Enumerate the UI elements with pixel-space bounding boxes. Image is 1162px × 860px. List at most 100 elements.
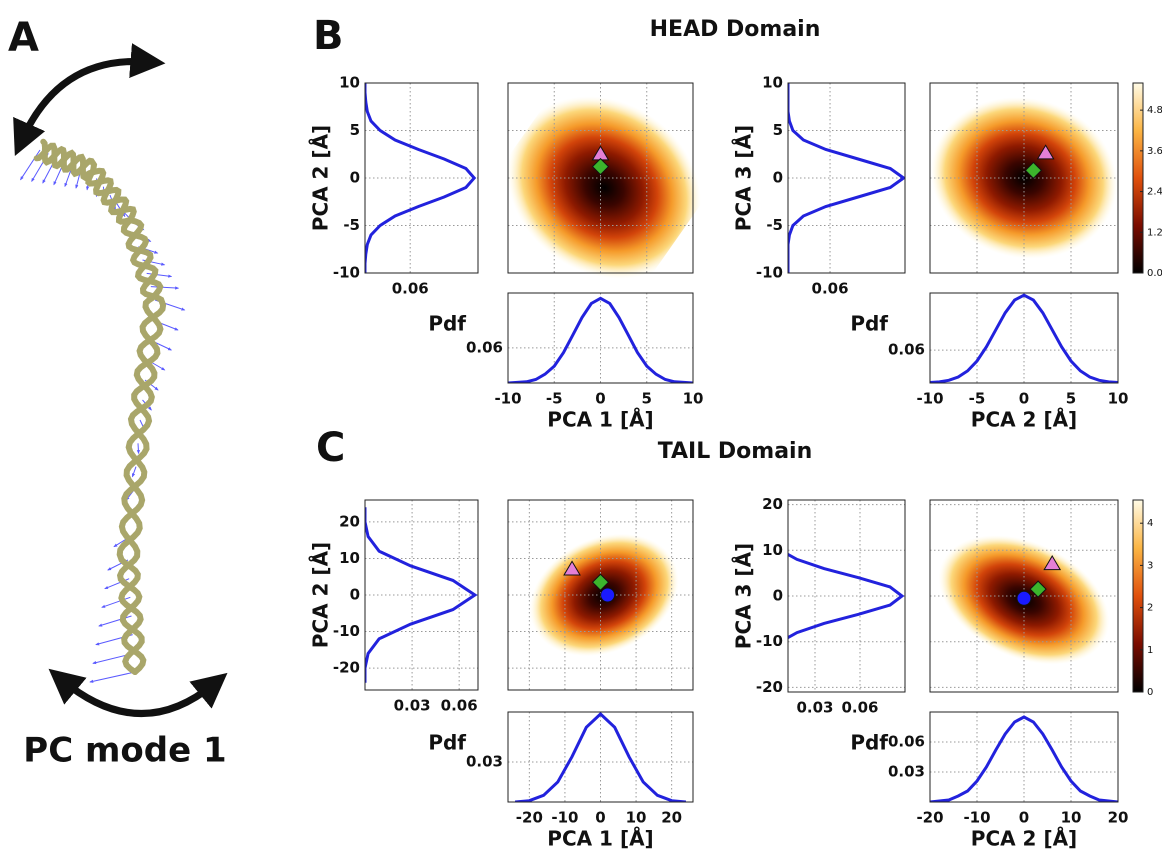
- panel-label: C: [316, 425, 345, 471]
- subplot: [508, 500, 699, 690]
- subplot: [913, 77, 1136, 280]
- colorbar-tick-label: 0: [1147, 687, 1153, 698]
- colorbar-tick-label: 1: [1147, 645, 1153, 656]
- y-axis-label: Pdf: [428, 731, 466, 755]
- x-tick-label: 0: [1019, 390, 1029, 408]
- y-tick-label: -20: [756, 678, 783, 696]
- x-tick-label: -10: [963, 809, 990, 827]
- motion-vector: [151, 287, 179, 288]
- y-axis-label: PCA 3 [Å]: [732, 125, 756, 231]
- colorbar: [1133, 500, 1143, 692]
- x-tick-label: 10: [626, 809, 647, 827]
- x-tick-label: 0.03: [796, 699, 833, 717]
- subplot: [472, 59, 737, 316]
- colorbar-tick-label: 3.6: [1147, 146, 1162, 157]
- colorbar-tick-label: 0.0: [1147, 268, 1162, 279]
- colorbar-tick-label: 4.8: [1147, 105, 1162, 116]
- y-tick-label: -10: [333, 622, 360, 640]
- y-tick-label: 5: [350, 121, 360, 139]
- y-tick-label: 0: [773, 169, 783, 187]
- x-tick-label: 10: [1108, 390, 1129, 408]
- frame: [788, 83, 905, 273]
- colorbar-tick-label: 3: [1147, 560, 1153, 571]
- x-tick-label: 5: [642, 390, 652, 408]
- y-tick-label: 0.06: [888, 341, 925, 359]
- panel-label: B: [313, 13, 344, 59]
- y-tick-label: 10: [339, 74, 360, 92]
- colorbar: [1133, 83, 1143, 273]
- x-tick-label: 0.06: [392, 280, 429, 298]
- x-tick-label: 20: [1108, 809, 1129, 827]
- x-axis-label: PCA 1 [Å]: [547, 408, 653, 432]
- y-tick-label: 10: [762, 541, 783, 559]
- subplot: 0.03 0.06 20 10 0 -10 -20 PCA 3 [Å]: [732, 495, 906, 716]
- x-axis-label: PCA 2 [Å]: [971, 408, 1077, 432]
- y-tick-label: -20: [333, 659, 360, 677]
- panel-label: A: [8, 15, 39, 61]
- x-tick-label: 10: [683, 390, 704, 408]
- y-tick-label: 0: [350, 586, 360, 604]
- y-tick-label: 0: [350, 169, 360, 187]
- x-tick-label: 10: [1061, 809, 1082, 827]
- y-tick-label: 0.06: [466, 338, 503, 356]
- y-tick-label: -5: [343, 216, 360, 234]
- x-tick-label: -10: [494, 390, 521, 408]
- helix-strand: [43, 142, 163, 672]
- x-tick-label: 0: [595, 809, 605, 827]
- x-axis-label: PCA 2 [Å]: [971, 827, 1077, 851]
- x-tick-label: 0.06: [812, 280, 849, 298]
- y-tick-label: 5: [773, 121, 783, 139]
- y-tick-label: 0: [773, 587, 783, 605]
- y-tick-label: 20: [339, 512, 360, 530]
- subplot: 0.06 10 5 0 -5 -10 PCA 2 [Å]: [309, 74, 479, 298]
- y-tick-label: -10: [333, 264, 360, 282]
- x-tick-label: 20: [661, 809, 682, 827]
- y-tick-label: 0.03: [466, 753, 503, 771]
- protein-structure: [21, 142, 185, 682]
- x-axis-label: PCA 1 [Å]: [547, 827, 653, 851]
- y-axis-label: PCA 2 [Å]: [309, 542, 333, 648]
- marker-circle: [1017, 591, 1031, 605]
- y-tick-label: 10: [339, 549, 360, 567]
- colorbar-tick-label: 2.4: [1147, 187, 1162, 198]
- motion-vector: [138, 443, 139, 453]
- y-axis-label: Pdf: [850, 312, 888, 336]
- motion-arrow: [62, 680, 214, 714]
- y-tick-label: 0.06: [888, 733, 925, 751]
- frame: [788, 500, 905, 692]
- x-tick-label: -20: [516, 809, 543, 827]
- x-tick-label: 0.06: [441, 697, 478, 715]
- motion-vector: [90, 672, 135, 682]
- x-tick-label: -10: [551, 809, 578, 827]
- x-tick-label: -10: [916, 390, 943, 408]
- y-axis-label: Pdf: [428, 312, 466, 336]
- motion-arrow: [22, 61, 148, 140]
- density-cloud: [472, 59, 737, 316]
- y-axis-label: PCA 3 [Å]: [732, 543, 756, 649]
- x-tick-label: -5: [969, 390, 986, 408]
- subplot: [918, 500, 1130, 692]
- x-tick-label: 5: [1066, 390, 1076, 408]
- x-tick-label: 0: [595, 390, 605, 408]
- colorbar-tick-label: 1.2: [1147, 227, 1162, 238]
- panel-title: HEAD Domain: [650, 17, 821, 42]
- x-tick-label: 0.06: [841, 699, 878, 717]
- x-tick-label: -5: [546, 390, 563, 408]
- y-tick-label: -10: [756, 632, 783, 650]
- motion-vector: [132, 467, 136, 477]
- y-tick-label: 0.03: [888, 763, 925, 781]
- y-tick-label: 20: [762, 495, 783, 513]
- panel-title: TAIL Domain: [658, 439, 813, 464]
- motion-vector: [21, 150, 40, 180]
- y-axis-label: PCA 2 [Å]: [309, 125, 333, 231]
- y-tick-label: 10: [762, 74, 783, 92]
- colorbar-tick-label: 4: [1147, 518, 1153, 529]
- y-tick-label: -10: [756, 264, 783, 282]
